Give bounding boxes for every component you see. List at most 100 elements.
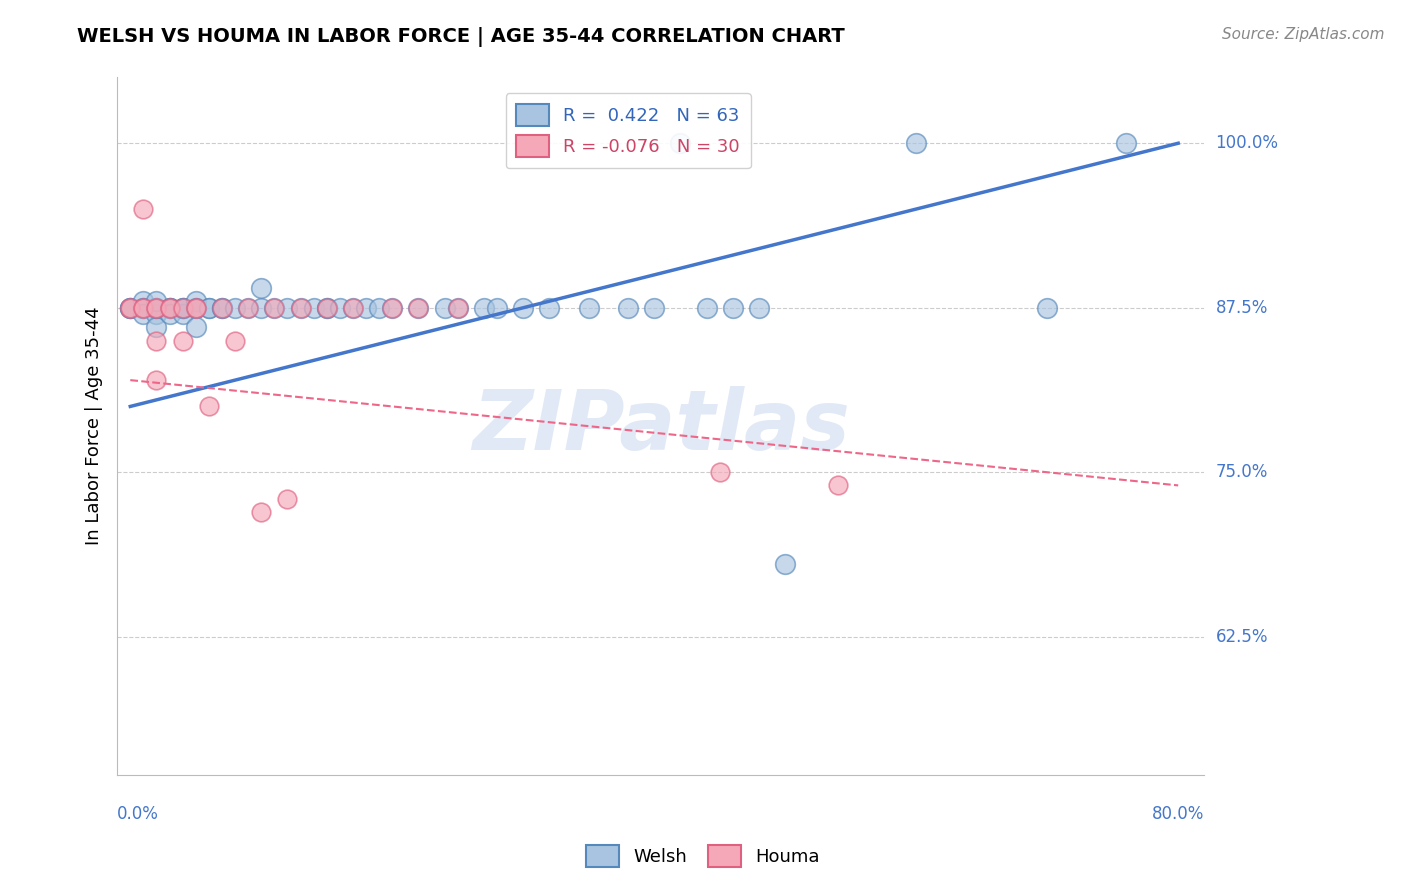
Point: [159, 301, 181, 315]
Point: [250, 281, 273, 295]
Point: [184, 320, 207, 334]
Point: [145, 307, 167, 321]
Legend: Welsh, Houma: Welsh, Houma: [579, 838, 827, 874]
Point: [184, 294, 207, 309]
Point: [315, 301, 337, 315]
Point: [773, 558, 796, 572]
Point: [748, 301, 770, 315]
Point: [211, 301, 233, 315]
Text: 0.0%: 0.0%: [117, 805, 159, 823]
Point: [120, 301, 142, 315]
Point: [709, 465, 731, 479]
Point: [184, 301, 207, 315]
Point: [447, 301, 470, 315]
Point: [211, 301, 233, 315]
Point: [132, 202, 155, 216]
Point: [184, 301, 207, 315]
Point: [643, 301, 665, 315]
Point: [224, 334, 246, 348]
Point: [145, 373, 167, 387]
Point: [172, 334, 194, 348]
Point: [342, 301, 364, 315]
Point: [315, 301, 337, 315]
Point: [132, 301, 155, 315]
Legend: R =  0.422   N = 63, R = -0.076   N = 30: R = 0.422 N = 63, R = -0.076 N = 30: [506, 94, 751, 169]
Text: 62.5%: 62.5%: [1216, 628, 1268, 646]
Point: [159, 307, 181, 321]
Point: [145, 301, 167, 315]
Point: [276, 491, 298, 506]
Point: [250, 301, 273, 315]
Point: [433, 301, 456, 315]
Point: [578, 301, 600, 315]
Point: [315, 301, 337, 315]
Point: [329, 301, 352, 315]
Point: [145, 301, 167, 315]
Point: [238, 301, 260, 315]
Point: [159, 301, 181, 315]
Point: [172, 301, 194, 315]
Point: [381, 301, 404, 315]
Point: [145, 294, 167, 309]
Point: [198, 400, 221, 414]
Point: [120, 301, 142, 315]
Text: WELSH VS HOUMA IN LABOR FORCE | AGE 35-44 CORRELATION CHART: WELSH VS HOUMA IN LABOR FORCE | AGE 35-4…: [77, 27, 845, 46]
Point: [120, 301, 142, 315]
Text: 75.0%: 75.0%: [1216, 463, 1268, 482]
Text: 100.0%: 100.0%: [1216, 134, 1278, 153]
Point: [250, 505, 273, 519]
Point: [159, 301, 181, 315]
Point: [145, 301, 167, 315]
Point: [669, 136, 692, 151]
Point: [172, 301, 194, 315]
Point: [617, 301, 640, 315]
Point: [263, 301, 285, 315]
Point: [132, 301, 155, 315]
Point: [224, 301, 246, 315]
Point: [1036, 301, 1059, 315]
Point: [211, 301, 233, 315]
Point: [905, 136, 928, 151]
Point: [276, 301, 298, 315]
Point: [145, 301, 167, 315]
Text: 80.0%: 80.0%: [1152, 805, 1205, 823]
Point: [198, 301, 221, 315]
Text: ZIPatlas: ZIPatlas: [472, 385, 849, 467]
Point: [512, 301, 534, 315]
Point: [472, 301, 495, 315]
Point: [120, 301, 142, 315]
Point: [132, 301, 155, 315]
Point: [447, 301, 470, 315]
Point: [132, 307, 155, 321]
Point: [184, 301, 207, 315]
Point: [696, 301, 718, 315]
Point: [120, 301, 142, 315]
Point: [354, 301, 377, 315]
Point: [721, 301, 744, 315]
Point: [827, 478, 849, 492]
Point: [302, 301, 325, 315]
Point: [290, 301, 312, 315]
Point: [290, 301, 312, 315]
Point: [172, 307, 194, 321]
Point: [145, 320, 167, 334]
Point: [408, 301, 430, 315]
Point: [132, 301, 155, 315]
Point: [184, 301, 207, 315]
Point: [159, 301, 181, 315]
Point: [1115, 136, 1137, 151]
Point: [263, 301, 285, 315]
Point: [198, 301, 221, 315]
Text: Source: ZipAtlas.com: Source: ZipAtlas.com: [1222, 27, 1385, 42]
Y-axis label: In Labor Force | Age 35-44: In Labor Force | Age 35-44: [86, 307, 103, 546]
Point: [145, 334, 167, 348]
Point: [368, 301, 391, 315]
Point: [538, 301, 561, 315]
Point: [342, 301, 364, 315]
Point: [408, 301, 430, 315]
Point: [132, 294, 155, 309]
Point: [172, 301, 194, 315]
Text: 87.5%: 87.5%: [1216, 299, 1268, 317]
Point: [381, 301, 404, 315]
Point: [159, 301, 181, 315]
